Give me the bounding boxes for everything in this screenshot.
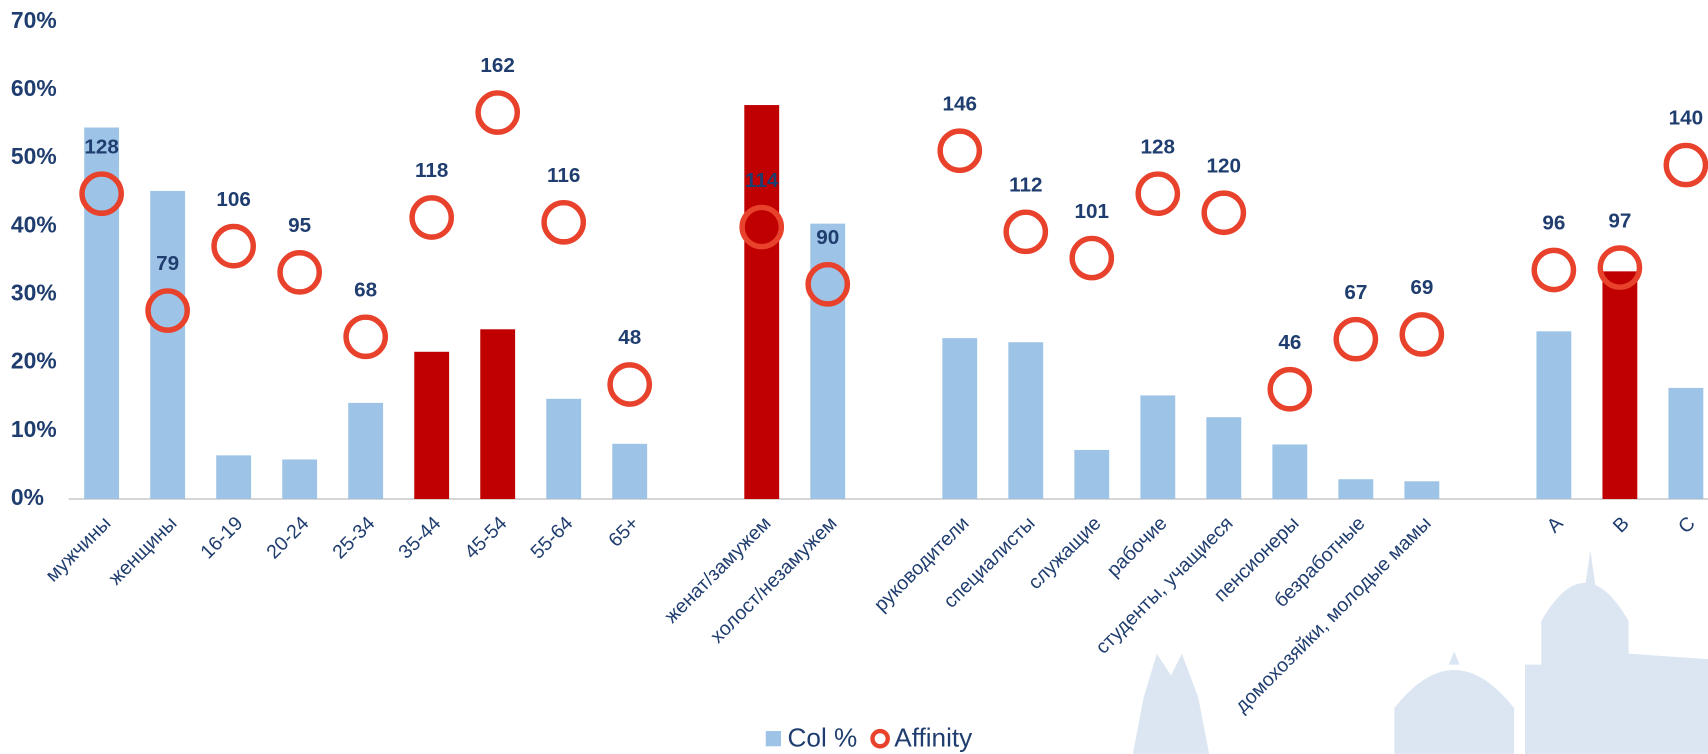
legend-swatch bbox=[765, 731, 782, 747]
data-label: 112 bbox=[1009, 174, 1042, 197]
data-label: 68 bbox=[354, 279, 377, 302]
bar bbox=[1338, 479, 1374, 499]
affinity-marker bbox=[541, 199, 587, 245]
city-silhouette bbox=[1132, 550, 1708, 754]
y-tick-label: 50% bbox=[11, 143, 57, 169]
data-label: 97 bbox=[1608, 209, 1631, 232]
data-label: 95 bbox=[288, 214, 311, 237]
affinity-marker bbox=[1531, 247, 1577, 293]
data-label: 69 bbox=[1410, 276, 1433, 299]
affinity-marker bbox=[409, 195, 455, 240]
affinity-marker bbox=[211, 223, 256, 269]
affinity-marker bbox=[79, 171, 124, 216]
data-label: 146 bbox=[943, 92, 978, 115]
bar bbox=[1140, 395, 1176, 499]
x-tick-label: рабочие bbox=[1103, 512, 1172, 581]
affinity-marker bbox=[607, 362, 653, 407]
x-tick-label: женщины bbox=[104, 512, 181, 589]
bar bbox=[150, 190, 186, 499]
x-tick-label: 55-64 bbox=[526, 512, 577, 563]
data-label: 101 bbox=[1075, 200, 1110, 223]
x-tick-label: 65+ bbox=[604, 512, 643, 551]
y-tick-label: 70% bbox=[11, 7, 57, 33]
data-label: 116 bbox=[547, 164, 580, 187]
affinity-marker bbox=[1003, 209, 1049, 255]
bar bbox=[348, 402, 384, 499]
affinity-marker bbox=[277, 250, 322, 295]
data-label: 118 bbox=[415, 159, 448, 182]
affinity-marker bbox=[1201, 190, 1247, 236]
data-label: 120 bbox=[1207, 154, 1242, 177]
data-label: 128 bbox=[84, 135, 119, 158]
bar bbox=[1272, 444, 1308, 499]
y-tick-label: 20% bbox=[11, 348, 57, 374]
data-label: 90 bbox=[816, 226, 839, 249]
affinity-marker bbox=[475, 90, 521, 135]
bar bbox=[1536, 331, 1572, 499]
bar bbox=[942, 338, 978, 499]
x-tick-label: мужчины bbox=[41, 512, 115, 586]
x-tick-label: 16-19 bbox=[196, 512, 247, 563]
bar bbox=[612, 443, 648, 499]
bar bbox=[546, 398, 582, 499]
data-label: 67 bbox=[1344, 281, 1367, 304]
data-label: 106 bbox=[216, 188, 251, 211]
x-tick-label: холост/незамужем bbox=[706, 512, 841, 647]
affinity-marker bbox=[343, 314, 389, 360]
data-label: 114 bbox=[745, 169, 779, 192]
data-label: 162 bbox=[480, 54, 515, 77]
bar bbox=[1074, 449, 1110, 499]
affinity-marker bbox=[145, 288, 190, 333]
x-tick-label: C bbox=[1674, 512, 1700, 538]
legend-label: Col % bbox=[788, 723, 858, 753]
data-label: 140 bbox=[1669, 107, 1704, 130]
affinity-marker bbox=[1267, 366, 1313, 412]
x-tick-label: 45-54 bbox=[460, 512, 511, 563]
x-tick-label: служащие bbox=[1024, 512, 1106, 594]
x-tick-label: 25-34 bbox=[328, 512, 379, 563]
y-tick-label: 30% bbox=[11, 280, 57, 306]
x-tick-label: 35-44 bbox=[394, 512, 445, 563]
bar bbox=[216, 455, 252, 499]
bar bbox=[1206, 417, 1242, 499]
y-tick-label: 40% bbox=[11, 211, 57, 237]
affinity-marker bbox=[1333, 316, 1379, 362]
data-label: 128 bbox=[1141, 135, 1176, 158]
data-label: 96 bbox=[1542, 212, 1565, 235]
legend-label: Affinity bbox=[894, 723, 973, 753]
affinity-marker bbox=[805, 261, 851, 307]
legend-swatch bbox=[870, 728, 890, 749]
affinity-marker bbox=[1663, 142, 1708, 188]
bar bbox=[282, 459, 318, 499]
bar bbox=[480, 329, 516, 499]
affinity-marker bbox=[1597, 245, 1643, 290]
data-label: 48 bbox=[618, 326, 641, 349]
affinity-marker bbox=[1399, 312, 1445, 357]
bar bbox=[1008, 342, 1044, 499]
affinity-marker bbox=[739, 204, 785, 250]
affinity-marker bbox=[1135, 171, 1181, 216]
affinity-marker bbox=[937, 128, 983, 174]
y-tick-label: 0% bbox=[11, 484, 44, 510]
affinity-marker bbox=[1069, 235, 1115, 281]
x-tick-label: A bbox=[1543, 512, 1568, 537]
data-label: 46 bbox=[1278, 331, 1301, 354]
data-label: 79 bbox=[156, 252, 179, 275]
bar bbox=[1668, 387, 1704, 499]
y-tick-label: 10% bbox=[11, 416, 57, 442]
bar bbox=[1602, 271, 1638, 499]
y-tick-label: 60% bbox=[11, 75, 57, 101]
x-tick-label: 20-24 bbox=[262, 512, 313, 563]
bar bbox=[414, 351, 450, 499]
bar bbox=[84, 127, 120, 499]
bar bbox=[1404, 481, 1440, 499]
x-tick-label: B bbox=[1609, 512, 1634, 537]
bar bbox=[744, 105, 780, 500]
